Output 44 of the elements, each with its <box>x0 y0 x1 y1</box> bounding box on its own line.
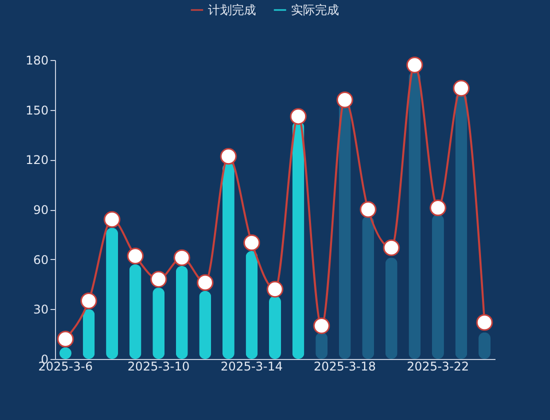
bar <box>129 264 142 359</box>
point <box>313 317 330 334</box>
point <box>57 330 74 348</box>
bar <box>152 288 165 359</box>
point <box>104 211 120 228</box>
point <box>243 234 260 252</box>
point <box>126 248 144 264</box>
bar <box>106 228 118 359</box>
point <box>336 92 354 108</box>
point <box>452 80 470 97</box>
point <box>266 280 284 298</box>
bar <box>385 258 398 359</box>
point <box>290 108 307 125</box>
point <box>360 201 376 218</box>
x-tick-label: 2025-3-14 <box>220 360 283 374</box>
point <box>80 292 98 310</box>
x-tick-label: 2025-3-10 <box>128 360 190 374</box>
point <box>196 274 214 291</box>
y-tick-label: 90 <box>33 203 48 217</box>
y-tick-label: 150 <box>26 103 48 118</box>
bar <box>269 296 281 359</box>
legend-label: 计划完成 <box>208 3 256 17</box>
point <box>406 56 424 74</box>
point <box>174 249 190 266</box>
point <box>476 314 493 331</box>
bar <box>432 214 444 359</box>
point <box>430 200 446 216</box>
y-tick-label: 120 <box>26 153 48 168</box>
bar <box>246 251 258 359</box>
y-tick-label: 180 <box>26 54 48 68</box>
point <box>220 148 237 165</box>
bar <box>176 266 188 359</box>
y-tick-label: 60 <box>33 252 48 267</box>
point <box>383 239 400 256</box>
x-tick-label: 2025-3-18 <box>314 360 376 374</box>
bar <box>199 290 212 359</box>
bar <box>455 93 468 359</box>
legend-label: 实际完成 <box>291 3 339 17</box>
bar <box>362 216 374 359</box>
bar <box>222 162 234 359</box>
bar <box>408 72 421 359</box>
point <box>150 270 167 288</box>
x-tick-label: 2025-3-22 <box>406 360 470 374</box>
y-tick-label: 30 <box>33 302 48 317</box>
